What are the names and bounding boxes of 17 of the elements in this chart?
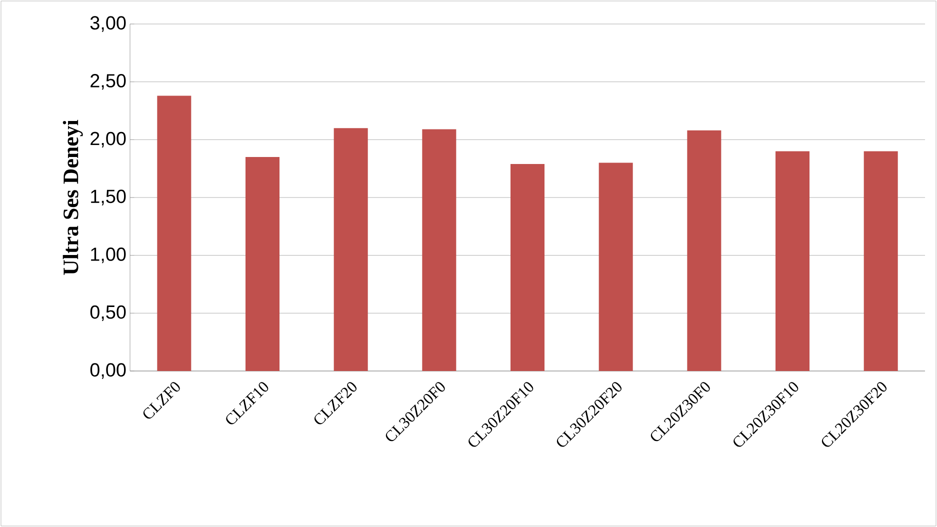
bar: [334, 128, 368, 371]
y-tick-label: 0,00: [90, 363, 126, 379]
y-tick-label: 1,00: [91, 248, 126, 264]
y-axis-title: Ultra Ses Deneyi: [62, 120, 83, 275]
bar: [246, 157, 280, 371]
bar: [598, 162, 633, 371]
bar: [864, 151, 898, 371]
y-tick-label: 0,50: [90, 305, 126, 321]
bar: [776, 151, 810, 371]
y-tick-label: 2,50: [90, 74, 126, 90]
bar: [422, 129, 456, 371]
bar: [510, 164, 545, 371]
y-tick-label: 1,50: [91, 190, 126, 206]
bar: [687, 130, 722, 371]
y-tick-label: 3,00: [90, 16, 126, 32]
y-tick-label: 2,00: [90, 132, 126, 148]
bar: [157, 96, 192, 371]
